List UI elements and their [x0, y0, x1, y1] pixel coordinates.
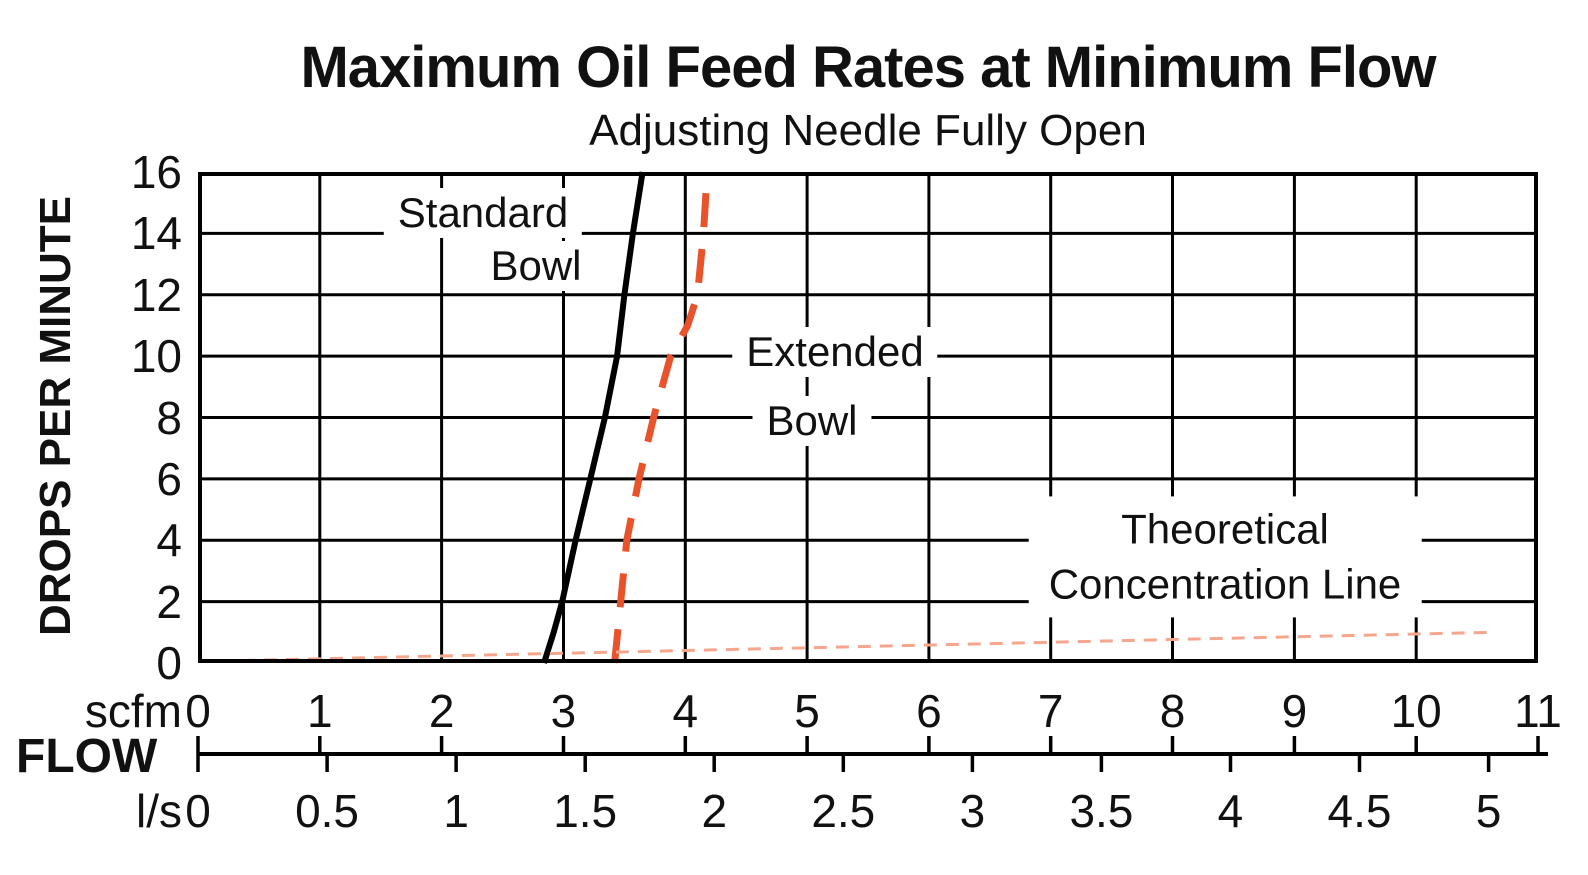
standard-bowl-label-line1: Standard — [383, 188, 583, 238]
ls-tick-label: 4 — [1217, 785, 1244, 837]
plot-frame — [198, 172, 1538, 663]
scfm-tick-label: 4 — [672, 685, 699, 737]
ls-tick-label: 4.5 — [1327, 785, 1392, 837]
theoretical-line-label: Theoretical Concentration Line — [1028, 496, 1422, 618]
y-tick-label: 6 — [156, 452, 182, 505]
scfm-unit-label: scfm — [84, 685, 182, 737]
y-tick-label: 8 — [156, 391, 182, 444]
y-tick-label: 0 — [156, 637, 182, 689]
ls-tick-label: 3.5 — [1069, 785, 1134, 837]
ls-tick-label: 3 — [959, 785, 986, 837]
y-tick-label: 4 — [156, 514, 182, 567]
scfm-tick-label: 5 — [794, 685, 820, 737]
theoretical-line-label-line2: Concentration Line — [1048, 560, 1402, 607]
scfm-tick-label: 8 — [1159, 685, 1186, 737]
scfm-tick-label: 6 — [916, 685, 942, 737]
series-standard-bowl — [541, 171, 646, 664]
scfm-tick-label: 11 — [1514, 685, 1562, 737]
y-tick-label: 16 — [130, 146, 182, 198]
scfm-tick-label: 1 — [307, 685, 333, 737]
y-axis-title: DROPS PER MINUTE — [31, 195, 80, 637]
scfm-tick-label: 2 — [428, 685, 455, 737]
ls-tick-label: 1.5 — [553, 785, 618, 837]
theoretical-line-label-line1: Theoretical — [1121, 505, 1329, 553]
chart-subtitle: Adjusting Needle Fully Open — [589, 106, 1147, 155]
series-theoretical-concentration-line — [197, 630, 1493, 663]
y-tick-label: 14 — [130, 207, 182, 260]
extended-bowl-label-line1: Extended — [732, 327, 938, 377]
y-tick-label: 12 — [130, 268, 182, 321]
flow-ruler — [196, 736, 1548, 772]
ls-tick-label: 0.5 — [295, 785, 360, 837]
series-extended-bowl — [611, 171, 711, 664]
extended-bowl-label-line2: Bowl — [752, 396, 872, 446]
y-tick-label: 10 — [130, 330, 182, 383]
scfm-tick-label: 3 — [550, 685, 577, 737]
flow-axis-label: FLOW — [16, 730, 158, 783]
ls-tick-label: 1 — [443, 785, 469, 837]
scfm-tick-label: 10 — [1390, 685, 1442, 737]
chart-title: Maximum Oil Feed Rates at Minimum Flow — [300, 35, 1436, 100]
scfm-tick-label: 9 — [1281, 685, 1308, 737]
ls-tick-label: 2 — [701, 785, 728, 837]
ls-tick-label: 2.5 — [811, 785, 876, 837]
scfm-tick-label: 0 — [185, 685, 211, 737]
ls-tick-label: 5 — [1475, 785, 1502, 837]
ls-tick-label: 0 — [185, 785, 211, 837]
y-tick-label: 2 — [156, 575, 182, 628]
scfm-tick-label: 7 — [1037, 685, 1064, 737]
ls-unit-label: l/s — [136, 785, 182, 837]
standard-bowl-label-line2: Bowl — [476, 241, 596, 291]
